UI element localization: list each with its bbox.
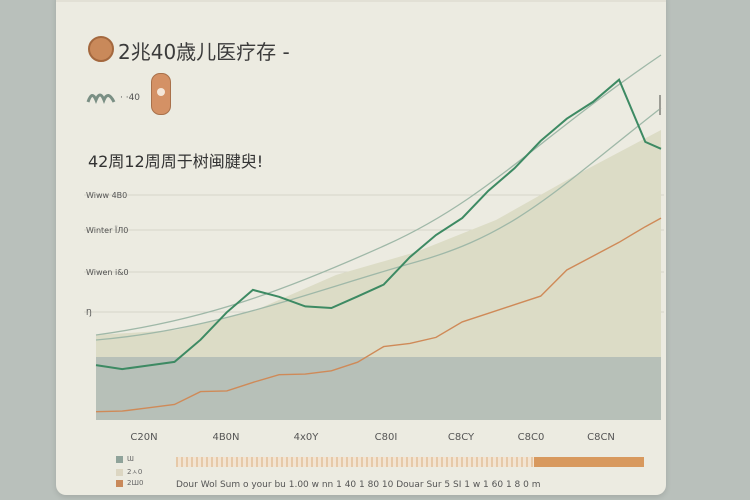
- legend-label-1: Ɯ: [127, 455, 134, 463]
- x-tick-label-5: C8C0: [518, 432, 545, 443]
- top-strip: [56, 0, 666, 2]
- y-tick-label-1: Winter ЇЛ0: [86, 225, 128, 235]
- x-tick-label-0: C20N: [130, 432, 157, 443]
- x-tick-label-2: 4x0Y: [294, 432, 320, 443]
- x-tick-label-4: C8CY: [448, 432, 475, 443]
- y-tick-label-2: Wiwen i&0: [86, 268, 129, 277]
- legend-item-3: 2Ш0: [116, 479, 143, 487]
- x-tick-label-6: C8CN: [587, 432, 615, 443]
- series-line-1: [95, 78, 662, 371]
- wave-icon: [86, 93, 116, 105]
- series-line-2: [95, 217, 662, 413]
- legend-swatch-1: [116, 455, 123, 463]
- slider-toggle[interactable]: [151, 73, 171, 115]
- location-pin-icon: [88, 36, 114, 62]
- legend-item-2: 2ㅅ0: [116, 467, 142, 477]
- legend-swatch-3: [116, 479, 123, 487]
- lower-band: [96, 357, 661, 420]
- chart-card: 2兆40歳儿医疗存 - · ·40 42周12周周于树闽腱臾! Wiww 4B0…: [56, 0, 666, 495]
- legend-label-3: 2Ш0: [127, 479, 144, 487]
- legend-label-2: 2ㅅ0: [127, 468, 143, 476]
- color-scale-bar: [176, 457, 644, 467]
- legend-swatch-2: [116, 468, 123, 476]
- bottom-axis-text: Dour Wol Sum o your bu 1.00 w nn 1 40 1 …: [176, 480, 541, 490]
- x-tick-label-3: C80I: [375, 432, 398, 443]
- area-fill: [96, 130, 661, 420]
- page-title: 2兆40歳儿医疗存 -: [118, 40, 290, 64]
- x-tick-label-1: 4B0N: [212, 432, 239, 443]
- legend: Ɯ 2ㅅ0 2Ш0 Dour Wol Sum o your bu 1.00 w …: [116, 455, 656, 495]
- mini-label: · ·40: [120, 93, 141, 103]
- guide-curve-lower: [95, 107, 662, 341]
- slider-knob[interactable]: [157, 88, 165, 96]
- color-scale-end: [534, 457, 644, 467]
- legend-item-1: Ɯ: [116, 455, 134, 463]
- y-tick-label-0: Wiww 4B0: [86, 191, 127, 200]
- guide-curve-upper: [95, 54, 662, 336]
- chart-subtitle: 42周12周周于树闽腱臾!: [88, 152, 264, 171]
- y-tick-label-3: Ŋ: [86, 308, 92, 317]
- line-chart: Wiww 4B0 Winter ЇЛ0 Wiwen i&0 Ŋ C20N 4B0N 4x0Y…: [84, 54, 664, 443]
